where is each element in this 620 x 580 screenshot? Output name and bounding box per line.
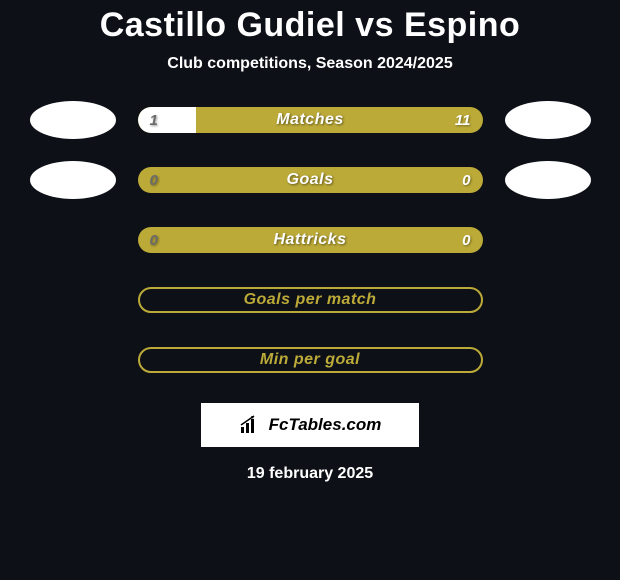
avatar-spacer <box>505 281 591 319</box>
stat-bar-outline: Goals per match <box>138 287 483 313</box>
player-right-avatar <box>505 161 591 199</box>
stat-row-matches: 1 Matches 11 <box>0 101 620 139</box>
avatar-spacer <box>30 281 116 319</box>
player-left-avatar <box>30 161 116 199</box>
logo-text: FcTables.com <box>269 415 382 435</box>
stat-bar: 0 Hattricks 0 <box>138 227 483 253</box>
stat-row-goals-per-match: Goals per match <box>0 281 620 319</box>
fctables-logo: FcTables.com <box>201 403 419 447</box>
stat-label: Matches <box>138 107 483 133</box>
player-right-avatar <box>505 101 591 139</box>
player-left-avatar <box>30 101 116 139</box>
stat-label: Min per goal <box>260 351 360 369</box>
avatar-spacer <box>505 341 591 379</box>
stat-row-goals: 0 Goals 0 <box>0 161 620 199</box>
stat-bar: 1 Matches 11 <box>138 107 483 133</box>
stat-right-value: 0 <box>462 167 470 193</box>
stat-bar: 0 Goals 0 <box>138 167 483 193</box>
stat-label: Goals per match <box>244 291 377 309</box>
stat-row-min-per-goal: Min per goal <box>0 341 620 379</box>
stat-bar-outline: Min per goal <box>138 347 483 373</box>
stat-right-value: 0 <box>462 227 470 253</box>
comparison-infographic: Castillo Gudiel vs Espino Club competiti… <box>0 0 620 580</box>
page-subtitle: Club competitions, Season 2024/2025 <box>167 55 452 73</box>
avatar-spacer <box>505 221 591 259</box>
avatar-spacer <box>30 221 116 259</box>
stat-right-value: 11 <box>455 107 471 133</box>
page-title: Castillo Gudiel vs Espino <box>100 6 521 45</box>
bar-chart-icon <box>239 415 263 435</box>
date-text: 19 february 2025 <box>247 465 373 483</box>
avatar-spacer <box>30 341 116 379</box>
stat-label: Goals <box>138 167 483 193</box>
stat-label: Hattricks <box>138 227 483 253</box>
logo-inner: FcTables.com <box>239 415 382 435</box>
stat-row-hattricks: 0 Hattricks 0 <box>0 221 620 259</box>
